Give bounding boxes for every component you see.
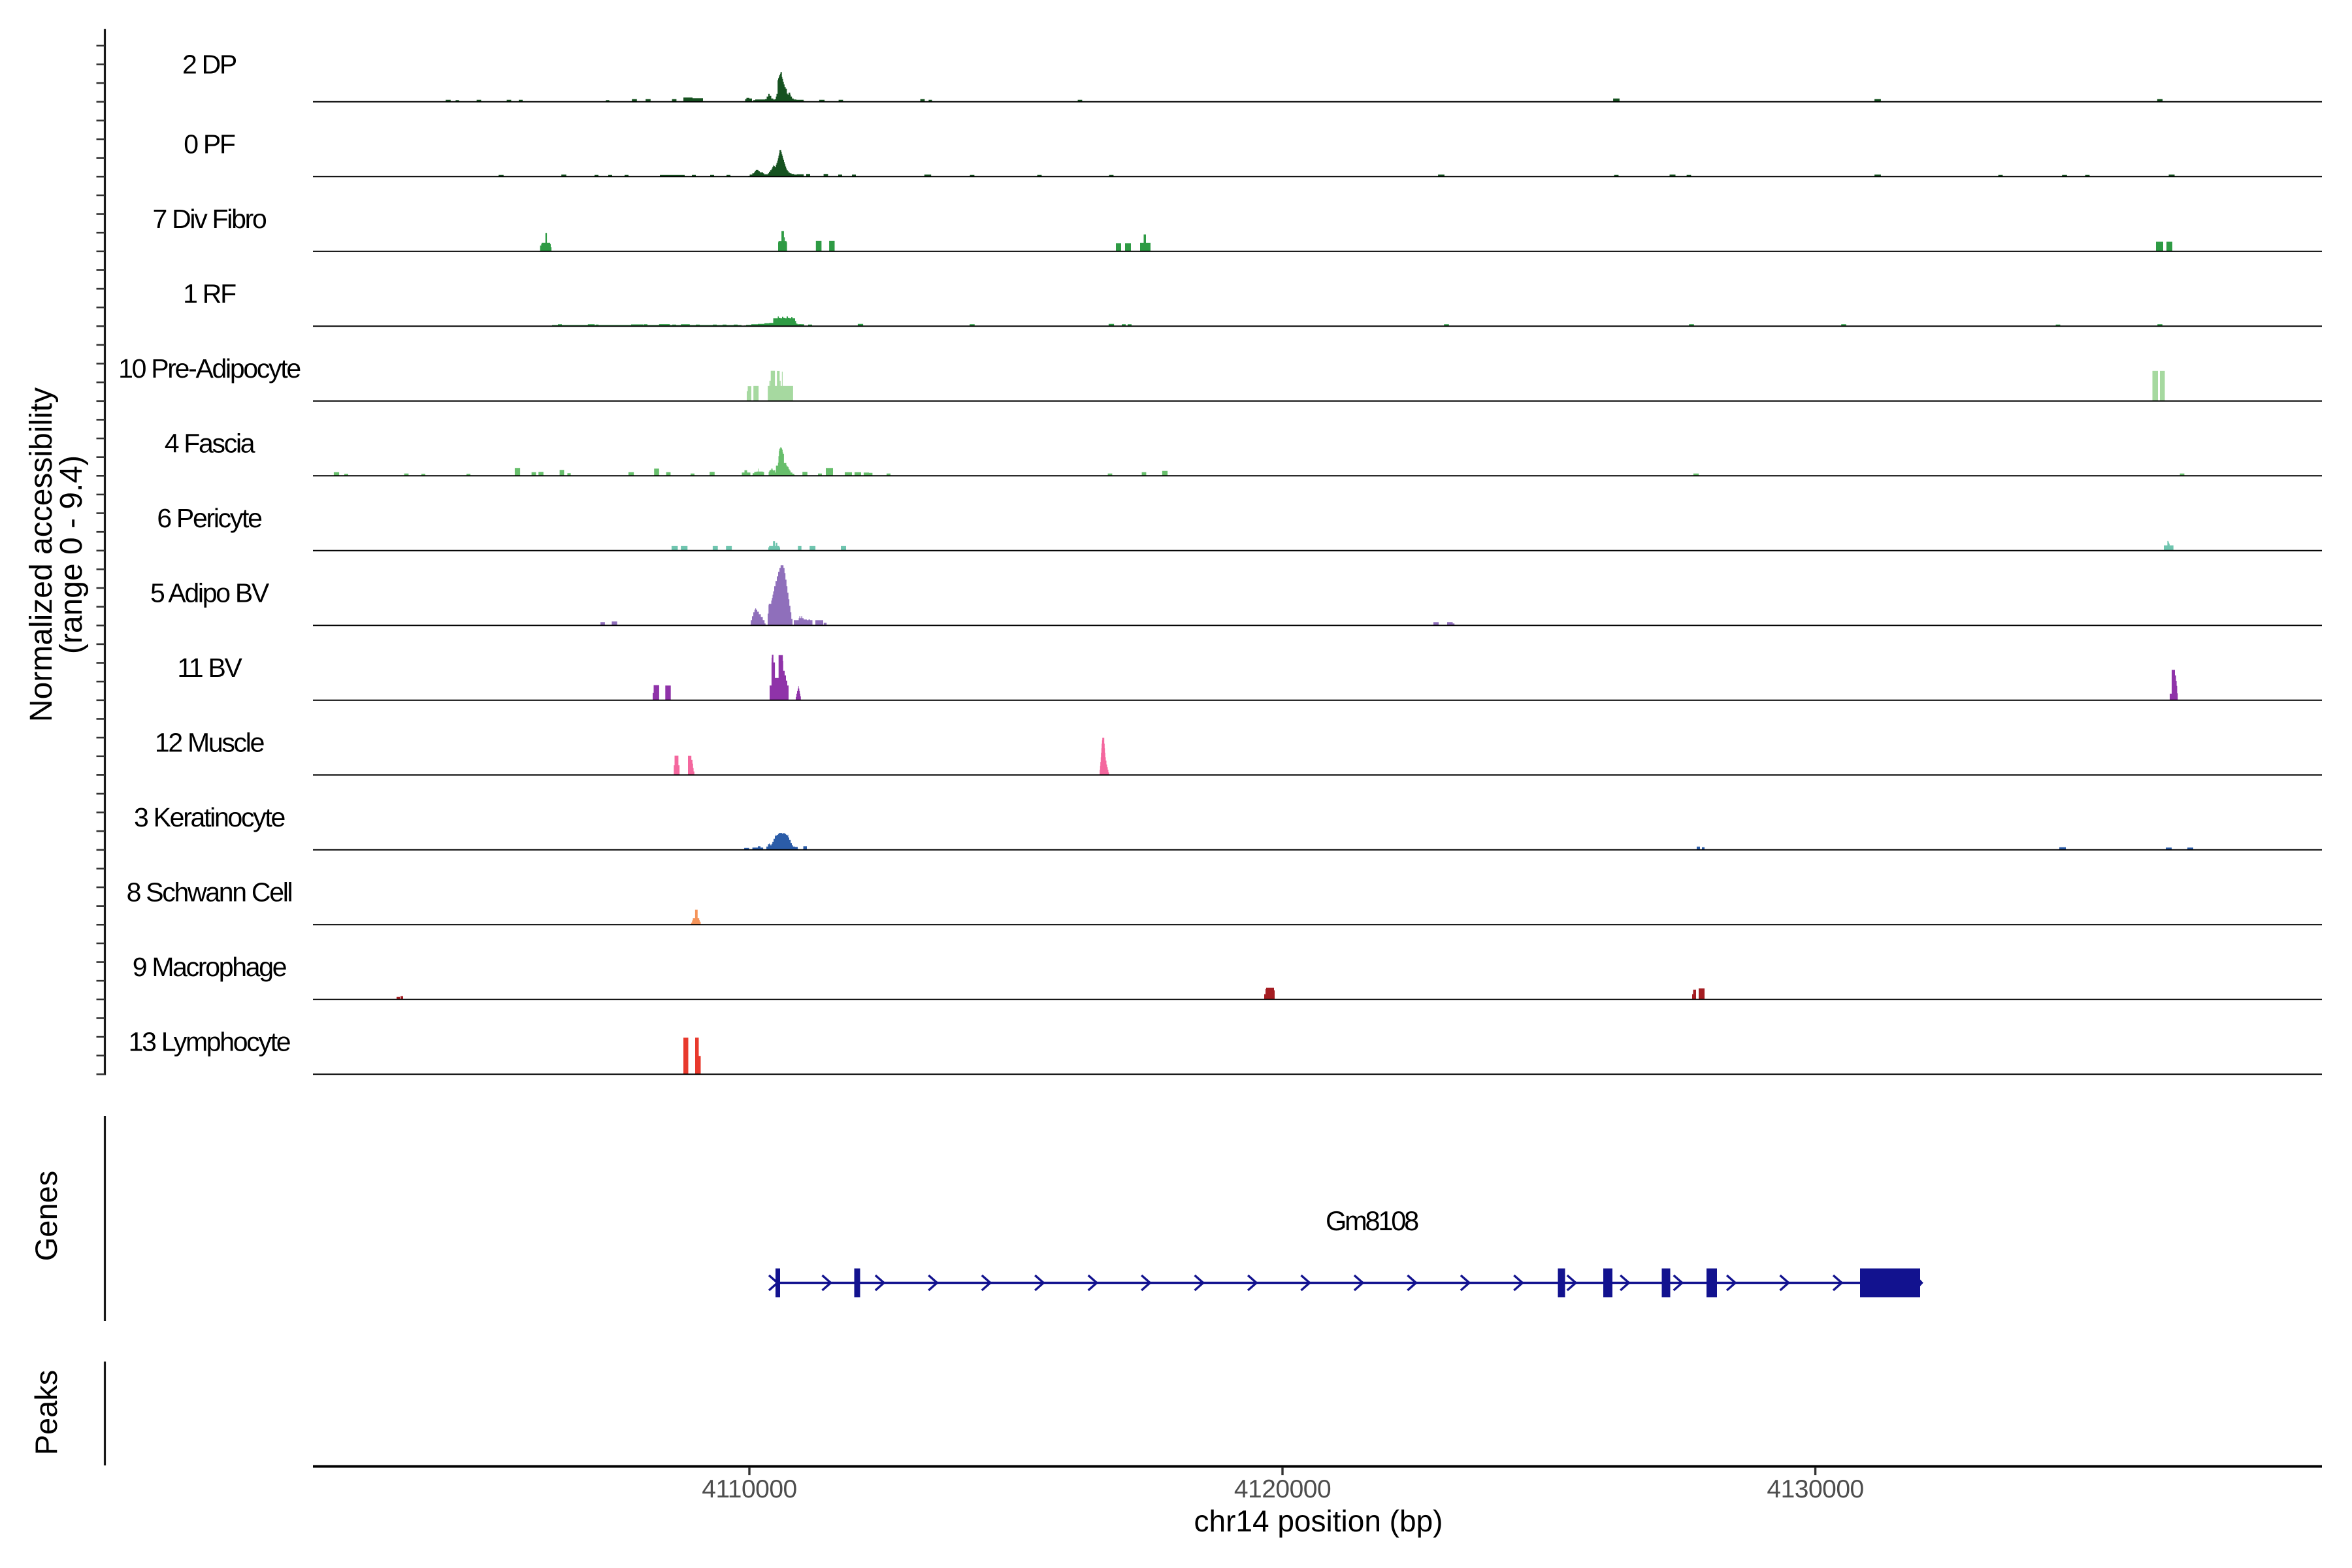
svg-text:7 Div Fibro: 7 Div Fibro: [153, 204, 267, 234]
svg-text:Genes: Genes: [29, 1171, 63, 1261]
svg-text:13 Lymphocyte: 13 Lymphocyte: [129, 1026, 290, 1056]
svg-text:4120000: 4120000: [1234, 1475, 1331, 1503]
svg-text:4 Fascia: 4 Fascia: [165, 428, 255, 458]
svg-text:Gm8108: Gm8108: [1326, 1205, 1418, 1236]
svg-text:12 Muscle: 12 Muscle: [155, 727, 264, 757]
svg-text:9 Macrophage: 9 Macrophage: [133, 952, 286, 982]
svg-text:(range 0 - 9.4): (range 0 - 9.4): [54, 455, 89, 654]
svg-text:Peaks: Peaks: [29, 1370, 63, 1456]
svg-text:5 Adipo BV: 5 Adipo BV: [150, 578, 270, 608]
svg-text:4130000: 4130000: [1767, 1475, 1863, 1503]
svg-text:4110000: 4110000: [702, 1475, 796, 1503]
svg-text:6 Pericyte: 6 Pericyte: [157, 503, 261, 533]
svg-text:0 PF: 0 PF: [184, 129, 235, 159]
svg-text:10 Pre-Adipocyte: 10 Pre-Adipocyte: [118, 353, 300, 384]
svg-text:11 BV: 11 BV: [177, 653, 242, 683]
svg-text:Normalized accessibility: Normalized accessibility: [24, 387, 59, 722]
svg-text:2 DP: 2 DP: [182, 50, 237, 80]
svg-text:chr14 position (bp): chr14 position (bp): [1194, 1504, 1443, 1538]
svg-text:8 Schwann Cell: 8 Schwann Cell: [127, 877, 292, 907]
svg-text:1 RF: 1 RF: [183, 278, 236, 308]
svg-text:3 Keratinocyte: 3 Keratinocyte: [134, 802, 284, 832]
